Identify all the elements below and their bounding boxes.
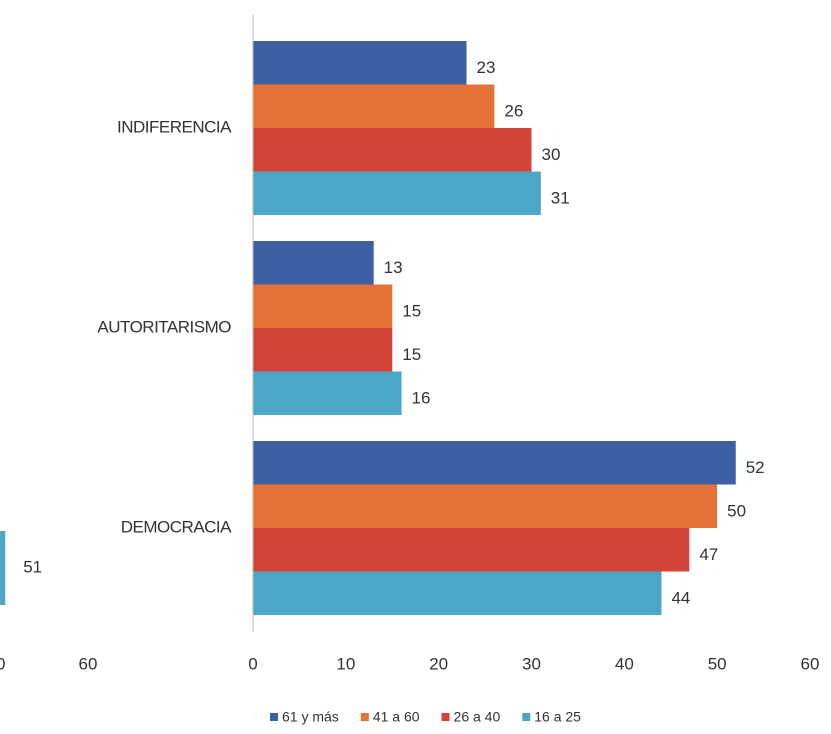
category-label: AUTORITARISMO bbox=[97, 317, 231, 336]
legend-swatch bbox=[360, 713, 369, 721]
data-label: 52 bbox=[746, 458, 765, 477]
bar bbox=[253, 284, 393, 328]
bar bbox=[253, 371, 402, 415]
data-label: 51 bbox=[23, 557, 42, 576]
bar bbox=[253, 441, 736, 485]
bar bbox=[253, 128, 532, 172]
category-label: INDIFERENCIA bbox=[117, 117, 232, 136]
category-label: DEMOCRACIA bbox=[121, 517, 232, 536]
data-label: 26 bbox=[504, 102, 523, 121]
x-tick-label: 20 bbox=[429, 654, 448, 673]
data-label: 13 bbox=[384, 258, 403, 277]
x-tick-label: 10 bbox=[336, 654, 355, 673]
x-tick-label: 60 bbox=[79, 654, 98, 673]
x-tick-label: 30 bbox=[522, 654, 541, 673]
legend-label: 16 a 25 bbox=[534, 709, 581, 725]
x-tick-label: 0 bbox=[248, 654, 257, 673]
bar bbox=[253, 484, 718, 528]
data-label: 44 bbox=[671, 589, 690, 608]
data-label: 15 bbox=[402, 345, 421, 364]
data-label: 16 bbox=[412, 389, 431, 408]
bar bbox=[253, 241, 374, 285]
legend-swatch bbox=[270, 713, 278, 721]
bar bbox=[253, 571, 662, 615]
legend-label: 61 y más bbox=[282, 709, 339, 725]
data-label: 50 bbox=[727, 502, 746, 521]
x-tick-label: 40 bbox=[615, 654, 634, 673]
data-label: 31 bbox=[551, 189, 570, 208]
x-tick-label: 50 bbox=[0, 654, 5, 673]
x-tick-label: 60 bbox=[801, 654, 820, 673]
legend-swatch bbox=[522, 713, 531, 721]
bar bbox=[253, 171, 541, 215]
data-label: 47 bbox=[699, 545, 718, 564]
bar bbox=[253, 41, 467, 85]
bar bbox=[0, 531, 6, 605]
bar bbox=[253, 84, 495, 128]
data-label: 30 bbox=[542, 145, 561, 164]
data-label: 23 bbox=[477, 58, 496, 77]
x-tick-label: 50 bbox=[708, 654, 727, 673]
legend-label: 41 a 60 bbox=[373, 709, 420, 725]
legend-label: 26 a 40 bbox=[454, 709, 501, 725]
bar bbox=[253, 528, 690, 572]
data-label: 15 bbox=[402, 302, 421, 321]
legend-swatch bbox=[441, 713, 450, 721]
bar bbox=[253, 328, 393, 372]
